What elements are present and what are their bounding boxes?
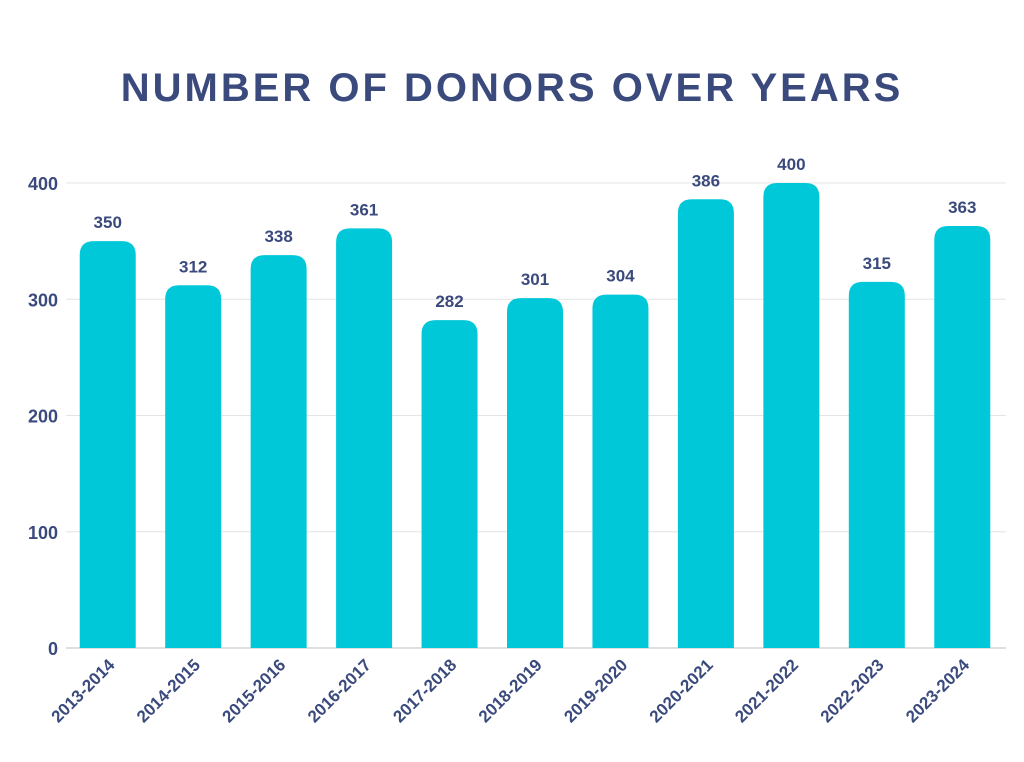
data-label: 312 xyxy=(179,257,207,276)
y-tick-label: 400 xyxy=(28,174,58,194)
x-tick-label: 2016-2017 xyxy=(304,655,375,726)
bar-2021-2022 xyxy=(763,183,820,648)
x-tick-label: 2018-2019 xyxy=(475,655,546,726)
bar-2020-2021 xyxy=(677,199,734,648)
data-label: 363 xyxy=(948,198,976,217)
bar-2016-2017 xyxy=(336,228,393,648)
data-label: 386 xyxy=(692,171,720,190)
bar-2015-2016 xyxy=(250,255,307,648)
x-tick-label: 2022-2023 xyxy=(817,655,888,726)
bar-2022-2023 xyxy=(848,281,905,648)
y-axis: 0 100 200 300 400 xyxy=(28,174,58,659)
x-tick-label: 2013-2014 xyxy=(48,655,119,726)
y-tick-label: 200 xyxy=(28,407,58,427)
data-label: 361 xyxy=(350,200,378,219)
x-tick-label: 2017-2018 xyxy=(389,655,460,726)
data-label: 282 xyxy=(435,292,463,311)
data-label: 350 xyxy=(94,213,122,232)
y-tick-label: 100 xyxy=(28,523,58,543)
bar-2013-2014 xyxy=(79,241,136,648)
data-label: 304 xyxy=(606,267,635,286)
bar-2017-2018 xyxy=(421,320,478,648)
x-axis: 2013-2014 2014-2015 2015-2016 2016-2017 2017… xyxy=(48,655,974,726)
x-tick-label: 2015-2016 xyxy=(219,655,290,726)
data-labels: 350 312 338 361 282 301 304 386 400 315 363 xyxy=(94,155,977,311)
data-label: 400 xyxy=(777,155,805,174)
chart-title: NUMBER OF DONORS OVER YEARS xyxy=(120,66,904,110)
y-tick-label: 0 xyxy=(48,639,58,659)
data-label: 315 xyxy=(863,254,891,273)
x-tick-label: 2014-2015 xyxy=(133,655,204,726)
data-label: 301 xyxy=(521,270,549,289)
x-tick-label: 2019-2020 xyxy=(560,655,631,726)
x-tick-label: 2023-2024 xyxy=(902,655,973,726)
data-label: 338 xyxy=(264,227,292,246)
bar-2014-2015 xyxy=(165,285,222,648)
y-tick-label: 300 xyxy=(28,290,58,310)
bar-2018-2019 xyxy=(507,298,563,648)
bars xyxy=(79,183,991,648)
bar-2023-2024 xyxy=(934,226,991,648)
x-tick-label: 2020-2021 xyxy=(646,655,717,726)
bar-2019-2020 xyxy=(592,294,649,648)
x-tick-label: 2021-2022 xyxy=(731,655,802,726)
